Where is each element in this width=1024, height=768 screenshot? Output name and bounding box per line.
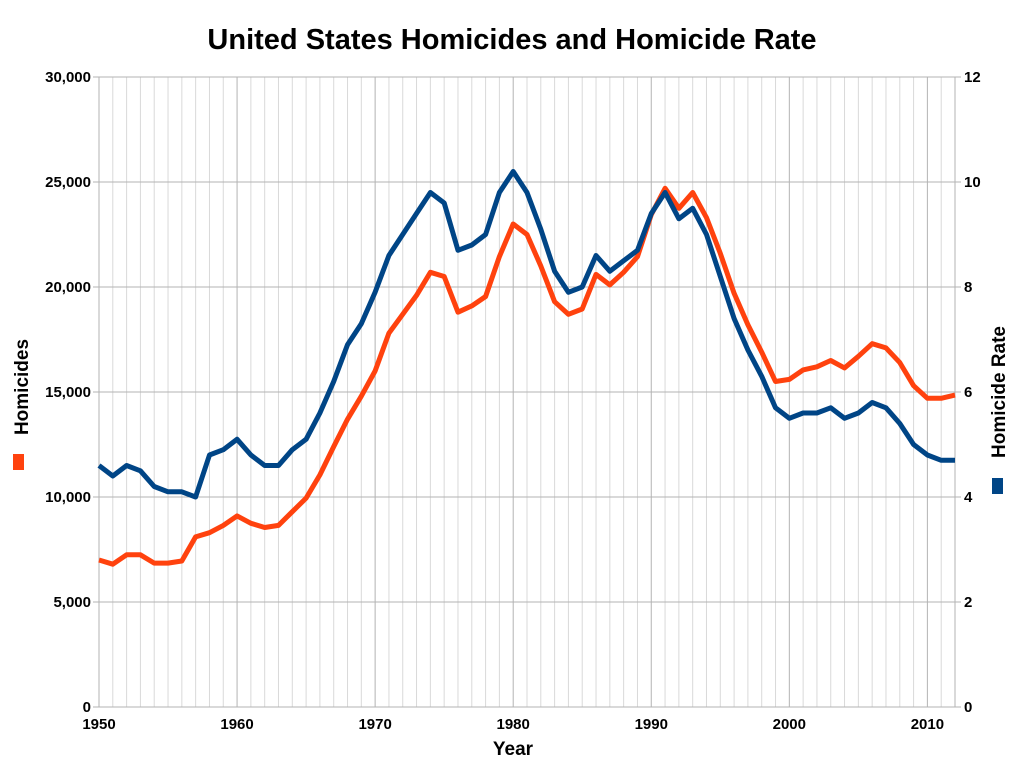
y-left-tick-label: 30,000 (45, 69, 91, 86)
x-tick-label: 1970 (358, 716, 391, 733)
series-line-homicides (98, 185, 956, 567)
tick-labels: 0 5,000 10,000 15,000 20,000 25,000 30,000 0 2 4 6… (45, 69, 981, 733)
y-left-tick-label: 20,000 (45, 279, 91, 296)
grid (93, 76, 961, 708)
y-right-tick-label: 4 (964, 489, 973, 506)
series-line-homicide-rate (97, 169, 955, 500)
legend-swatch-homicides (13, 454, 24, 470)
chart-title: United States Homicides and Homicide Rat… (207, 24, 817, 56)
legend-swatch-homicide-rate (992, 478, 1003, 494)
y-right-tick-label: 2 (964, 594, 972, 611)
y-left-tick-label: 0 (83, 699, 91, 716)
y-left-tick-label: 5,000 (53, 594, 91, 611)
x-tick-label: 2000 (773, 716, 806, 733)
y-left-tick-label: 15,000 (45, 384, 91, 401)
x-tick-label: 1960 (220, 716, 253, 733)
x-tick-label: 1980 (497, 716, 530, 733)
y-right-tick-label: 8 (964, 279, 972, 296)
y-left-tick-label: 10,000 (45, 489, 91, 506)
y-right-tick-label: 12 (964, 69, 981, 86)
y-right-tick-label: 0 (964, 699, 972, 716)
x-tick-label: 1990 (635, 716, 668, 733)
y-left-tick-label: 25,000 (45, 174, 91, 191)
plot-frame (98, 76, 956, 708)
x-tick-label: 2010 (911, 716, 944, 733)
y-axis-right-title: Homicide Rate (989, 326, 1010, 458)
series-lines (97, 169, 956, 567)
y-right-tick-label: 10 (964, 174, 981, 191)
x-axis-title: Year (493, 739, 534, 760)
x-tick-label: 1950 (82, 716, 115, 733)
y-axis-left-title: Homicides (12, 339, 33, 435)
y-right-tick-label: 6 (964, 384, 972, 401)
